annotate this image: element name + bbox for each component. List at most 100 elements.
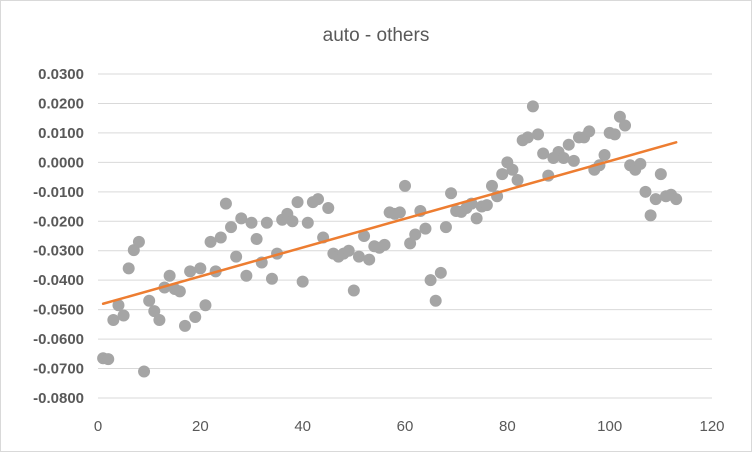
- data-point: [132, 235, 145, 248]
- y-tick-label: 0.0000: [38, 154, 84, 171]
- data-point: [352, 250, 365, 263]
- data-point: [148, 305, 161, 318]
- data-point: [296, 275, 309, 288]
- data-point: [429, 294, 442, 307]
- y-axis-tick-labels: 0.0300 0.0200 0.0100 0.0000 -0.0100 -0.0200 -0…: [33, 66, 84, 407]
- y-tick-label: 0.0200: [38, 95, 84, 112]
- data-point: [322, 202, 335, 215]
- data-point: [301, 216, 314, 229]
- data-point: [240, 269, 253, 282]
- data-point: [163, 269, 176, 282]
- data-point: [409, 228, 422, 241]
- data-point: [219, 197, 232, 210]
- data-point: [670, 193, 683, 206]
- x-tick-label: 80: [499, 418, 516, 435]
- data-point: [608, 128, 621, 141]
- data-point: [634, 157, 647, 170]
- data-point: [214, 231, 227, 244]
- data-point: [286, 215, 299, 228]
- data-point: [260, 216, 273, 229]
- data-point: [112, 299, 125, 312]
- data-points: [97, 100, 683, 378]
- trendline: [101, 141, 678, 305]
- x-tick-label: 0: [94, 418, 102, 435]
- data-point: [102, 353, 115, 366]
- data-point: [511, 174, 524, 187]
- data-point: [654, 168, 667, 181]
- x-tick-label: 40: [294, 418, 311, 435]
- data-point: [424, 274, 437, 287]
- trendline-group: [101, 141, 678, 305]
- data-point: [439, 221, 452, 234]
- data-point: [358, 230, 371, 242]
- data-point: [537, 147, 550, 160]
- y-tick-label: -0.0300: [33, 243, 84, 260]
- data-point: [189, 311, 202, 323]
- data-point: [485, 179, 498, 192]
- data-point: [445, 187, 458, 200]
- x-axis-tick-labels: 0 20 40 60 80 100 120: [94, 418, 725, 435]
- data-point: [644, 209, 657, 222]
- data-point: [153, 313, 166, 326]
- y-tick-label: -0.0800: [33, 390, 84, 407]
- data-point: [138, 365, 151, 378]
- data-point: [532, 128, 545, 141]
- data-point: [204, 235, 217, 248]
- data-point: [363, 253, 376, 266]
- data-point: [230, 250, 243, 263]
- data-point: [506, 163, 519, 176]
- data-point: [199, 299, 212, 312]
- data-point: [526, 100, 539, 113]
- y-tick-label: 0.0100: [38, 125, 84, 142]
- data-point: [649, 193, 662, 206]
- y-tick-label: -0.0400: [33, 272, 84, 289]
- x-tick-label: 60: [397, 418, 414, 435]
- x-tick-label: 120: [699, 418, 724, 435]
- data-point: [399, 179, 411, 192]
- data-point: [378, 238, 391, 251]
- data-point: [250, 232, 263, 245]
- y-tick-label: -0.0200: [33, 213, 84, 230]
- data-point: [347, 284, 360, 297]
- data-point: [470, 212, 483, 225]
- data-point: [404, 237, 417, 250]
- x-tick-label: 20: [192, 418, 209, 435]
- data-point: [342, 244, 355, 257]
- data-point: [122, 262, 135, 275]
- data-point: [598, 149, 611, 161]
- data-point: [117, 309, 130, 322]
- data-point: [291, 196, 304, 209]
- data-point: [583, 125, 596, 138]
- y-tick-label: -0.0500: [33, 302, 84, 319]
- data-point: [184, 265, 197, 278]
- data-point: [393, 206, 406, 219]
- data-point: [496, 168, 509, 181]
- data-point: [557, 151, 570, 164]
- data-point: [434, 266, 447, 279]
- data-point: [235, 212, 248, 225]
- x-tick-label: 100: [597, 418, 622, 435]
- data-point: [143, 294, 156, 307]
- chart-title: auto - others: [323, 25, 430, 46]
- data-point: [225, 221, 238, 234]
- data-point: [178, 319, 191, 332]
- data-point: [265, 272, 278, 285]
- data-point: [613, 110, 626, 123]
- data-point: [619, 119, 632, 132]
- y-tick-label: -0.0700: [33, 361, 84, 378]
- data-point: [312, 193, 325, 206]
- data-point: [639, 185, 652, 198]
- y-tick-label: 0.0300: [38, 66, 84, 83]
- data-point: [173, 285, 186, 298]
- data-point: [562, 138, 575, 151]
- data-point: [194, 262, 207, 275]
- data-point: [480, 199, 493, 212]
- data-point: [521, 131, 534, 144]
- data-point: [567, 154, 580, 167]
- y-tick-label: -0.0100: [33, 184, 84, 201]
- data-point: [245, 216, 258, 229]
- data-point: [419, 222, 432, 235]
- data-point: [107, 313, 120, 326]
